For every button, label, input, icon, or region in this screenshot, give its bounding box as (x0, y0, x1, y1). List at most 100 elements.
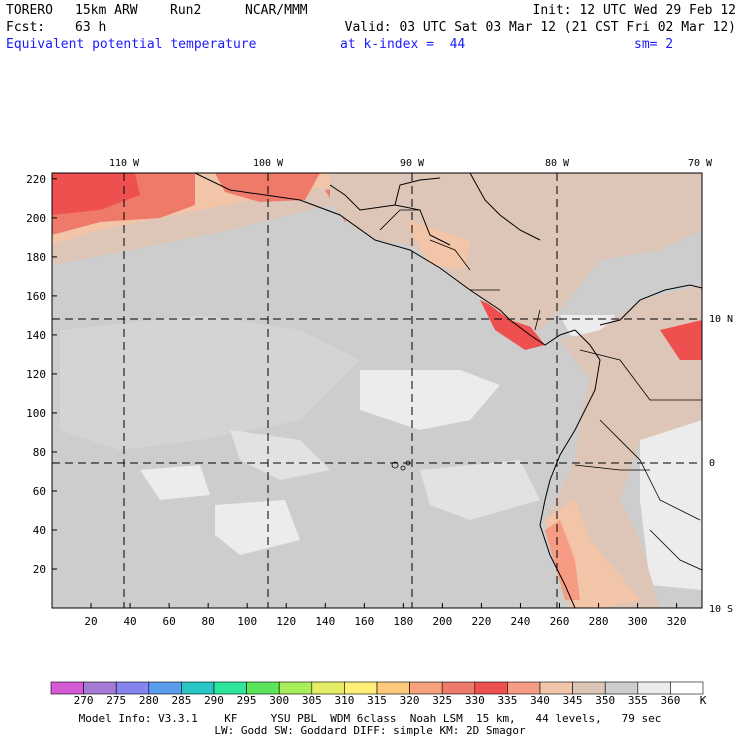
longitude-label: 100 W (253, 158, 284, 169)
x-tick-label: 20 (84, 615, 97, 628)
cool-patch-4 (420, 460, 540, 520)
y-tick-label: 20 (33, 563, 46, 576)
colorbar-swatch (670, 681, 704, 695)
colorbar-swatch (441, 681, 476, 695)
longitude-label: 70 W (688, 158, 713, 169)
colorbar-swatch (148, 681, 182, 695)
y-tick-label: 80 (33, 446, 46, 459)
colorbar-swatch (637, 681, 671, 695)
colorbar-label: 305 (301, 694, 322, 707)
physics-info-line: LW: Godd SW: Goddard DIFF: simple KM: 2D… (214, 724, 526, 737)
colorbar-swatch (83, 681, 117, 695)
x-tick-label: 200 (432, 615, 452, 628)
y-axis: 220 200 180 160 140 120 100 80 60 40 20 (26, 173, 57, 576)
valid-time: Valid: 03 UTC Sat 03 Mar 12 (21 CST Fri … (344, 20, 736, 35)
x-axis: 20 40 60 80 100 120 140 160 180 200 220 240 260 280 30… (84, 603, 687, 628)
colorbar-swatch (507, 681, 541, 695)
colorbar-swatch (50, 681, 84, 695)
forecast-label: Fcst: (6, 20, 46, 35)
graticule (52, 173, 702, 608)
colorbar-swatch (213, 681, 247, 695)
colorbar-swatch (376, 681, 410, 695)
colorbar-label: 320 (399, 694, 420, 707)
x-tick-label: 120 (276, 615, 296, 628)
colorbar-swatch (278, 681, 313, 695)
x-tick-label: 280 (589, 615, 609, 628)
colorbar-label: 345 (562, 694, 583, 707)
field-name: Equivalent potential temperature (6, 37, 257, 52)
latitude-labels: 10 N 0 10 S (709, 314, 733, 615)
colorbar-swatch (539, 681, 573, 695)
cool-patch-2 (140, 465, 210, 500)
level-info: at k-index = 44 (340, 37, 466, 52)
cool-patch-3 (230, 430, 330, 480)
hot-core-nw (52, 173, 140, 215)
colorbar-label: 280 (138, 694, 159, 707)
warm-band-2 (52, 173, 702, 245)
model-resolution: 15km ARW (75, 3, 138, 18)
longitude-label: 80 W (545, 158, 570, 169)
colorbar-swatch (246, 681, 280, 695)
colorbar-label: 285 (171, 694, 192, 707)
x-tick-label: 220 (471, 615, 491, 628)
y-tick-label: 120 (26, 368, 46, 381)
hot-region-venezuela (660, 320, 702, 360)
colorbar-label: 300 (269, 694, 290, 707)
y-tick-label: 200 (26, 212, 46, 225)
cool-patch-1 (360, 370, 500, 430)
y-tick-label: 40 (33, 524, 46, 537)
y-tick-label: 220 (26, 173, 46, 186)
latitude-label: 10 S (709, 604, 733, 615)
colorbar-label: 360 (660, 694, 681, 707)
colorbar-swatch (181, 681, 215, 695)
forecast-hour: 63 h (75, 20, 107, 35)
y-tick-label: 160 (26, 290, 46, 303)
x-tick-label: 300 (628, 615, 648, 628)
smoothing-info: sm= 2 (634, 37, 674, 52)
x-tick-label: 140 (315, 615, 335, 628)
x-tick-label: 260 (550, 615, 570, 628)
colorbar-swatch (115, 681, 150, 695)
cool-patch-5 (215, 500, 300, 555)
colorbar-label: 325 (432, 694, 453, 707)
longitude-label: 110 W (109, 158, 140, 169)
colorbar (50, 681, 704, 695)
latitude-label: 0 (709, 458, 715, 469)
x-tick-label: 240 (511, 615, 531, 628)
x-tick-label: 40 (123, 615, 136, 628)
colorbar-swatch (344, 681, 378, 695)
longitude-labels: 110 W 100 W 90 W 80 W 70 W (109, 158, 713, 169)
colorbar-label: 295 (236, 694, 257, 707)
y-tick-label: 140 (26, 329, 46, 342)
organization: NCAR/MMM (245, 3, 308, 18)
model-info-line: Model Info: V3.3.1 KF YSU PBL WDM 6class… (78, 712, 662, 725)
x-tick-label: 100 (237, 615, 257, 628)
colorbar-label: 340 (530, 694, 550, 707)
coastlines (194, 173, 702, 608)
ocean-lighter (60, 315, 360, 450)
x-tick-label: 60 (162, 615, 175, 628)
country-borders (379, 209, 702, 571)
colorbar-label: 310 (334, 694, 355, 707)
init-time: Init: 12 UTC Wed 29 Feb 12 (532, 3, 737, 18)
x-tick-label: 320 (667, 615, 687, 628)
cool-patch-andes (640, 420, 702, 590)
x-tick-label: 180 (393, 615, 413, 628)
colorbar-swatch (474, 681, 508, 695)
colorbar-label: 275 (106, 694, 127, 707)
y-tick-label: 180 (26, 251, 46, 264)
longitude-label: 90 W (400, 158, 425, 169)
colorbar-label: 290 (204, 694, 224, 707)
hot-coast-peru (545, 520, 580, 600)
colorbar-label: 350 (595, 694, 616, 707)
run-label: Run2 (170, 3, 202, 18)
colorbar-swatch (572, 681, 606, 695)
y-tick-label: 100 (26, 407, 46, 420)
colorbar-swatch (311, 681, 345, 695)
colorbar-label: 270 (73, 694, 94, 707)
model-name: TORERO (6, 3, 53, 18)
x-tick-label: 80 (202, 615, 215, 628)
colorbar-swatch (604, 681, 639, 695)
hot-region-costa-rica (480, 300, 545, 350)
